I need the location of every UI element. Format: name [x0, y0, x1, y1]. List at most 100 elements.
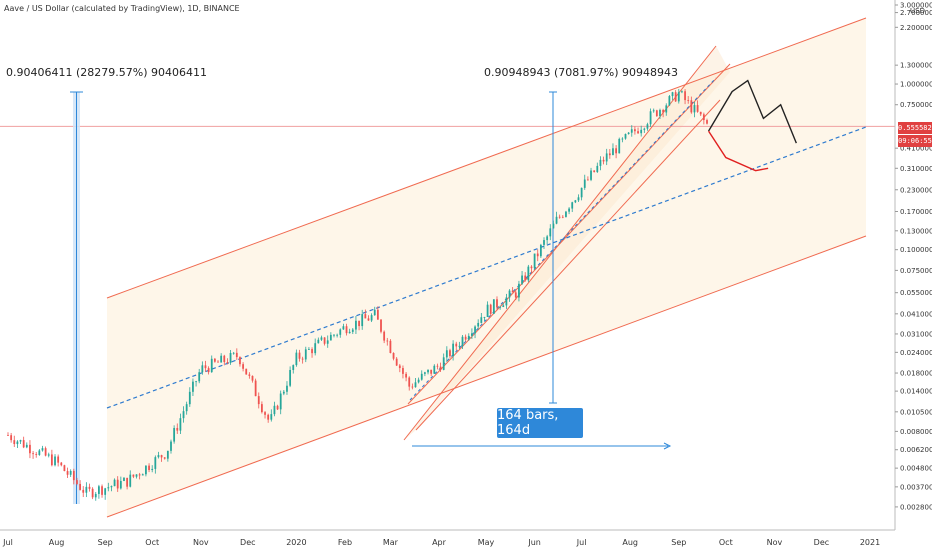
- candle-body: [16, 441, 19, 445]
- candle-body: [320, 337, 323, 340]
- candle-body: [151, 468, 154, 470]
- candle-body: [54, 456, 56, 466]
- candle-body: [135, 474, 138, 477]
- candle-body: [361, 314, 364, 327]
- candle-body: [192, 381, 194, 392]
- candle-body: [72, 470, 75, 481]
- candle-body: [251, 375, 254, 381]
- candle-body: [696, 105, 699, 112]
- candle-body: [471, 333, 473, 336]
- candle-body: [82, 489, 85, 493]
- candle-body: [565, 211, 567, 217]
- candle-body: [232, 352, 235, 354]
- candle-body: [483, 316, 486, 318]
- candle-body: [342, 326, 345, 330]
- candle-body: [474, 326, 476, 334]
- candle-body: [706, 120, 708, 124]
- candle-body: [518, 283, 520, 298]
- candle-body: [621, 138, 624, 140]
- channel-fill: [107, 18, 866, 517]
- candle-body: [436, 365, 439, 367]
- currency-label: USD: [910, 7, 925, 15]
- candle-body: [63, 465, 66, 472]
- candle-body: [176, 427, 179, 431]
- candle-body: [207, 368, 210, 373]
- candle-body: [427, 369, 429, 373]
- candle-body: [326, 340, 329, 344]
- candle-body: [210, 358, 213, 373]
- candle-body: [665, 105, 668, 113]
- y-tick-label: 0.17000000: [900, 208, 932, 216]
- candle-body: [599, 159, 602, 166]
- candle-body: [452, 343, 455, 357]
- countdown-tag: 09:06:55: [898, 135, 932, 147]
- candle-body: [351, 329, 354, 332]
- y-tick-label: 0.04100000: [900, 310, 932, 318]
- candle-body: [596, 165, 599, 172]
- candle-body: [276, 405, 279, 410]
- candle-body: [85, 486, 88, 493]
- candle-body: [317, 339, 320, 344]
- y-tick-label: 0.00480000: [900, 465, 932, 473]
- candle-body: [242, 364, 244, 369]
- candle-body: [373, 309, 376, 316]
- candle-body: [593, 170, 596, 172]
- y-tick-label: 0.31000000: [900, 165, 932, 173]
- y-tick-label: 0.00280000: [900, 503, 932, 511]
- candle-body: [690, 100, 693, 113]
- projection-layer: [707, 79, 797, 172]
- candle-body: [270, 414, 273, 420]
- candle-body: [558, 216, 561, 218]
- candle-body: [129, 474, 132, 487]
- x-tick-label: 2021: [860, 538, 880, 547]
- candle-body: [458, 345, 461, 347]
- candle-body: [267, 414, 270, 420]
- y-tick-label: 0.75000000: [900, 101, 932, 109]
- channel-upper-line: [106, 17, 867, 299]
- candle-body: [643, 128, 646, 130]
- candle-body: [289, 369, 292, 386]
- candle-body: [345, 326, 348, 334]
- y-tick-label: 0.01050000: [900, 408, 932, 416]
- candle-body: [693, 105, 696, 113]
- y-tick-label: 0.10000000: [900, 246, 932, 254]
- y-tick-label: 0.02400000: [900, 349, 932, 357]
- candle-body: [198, 372, 201, 382]
- candle-body: [543, 240, 545, 245]
- candle-body: [392, 352, 395, 359]
- candle-body: [47, 454, 50, 456]
- last-price-tag: 0.55558263: [898, 122, 932, 134]
- candle-body: [411, 386, 414, 388]
- candle-body: [477, 322, 480, 327]
- candle-body: [577, 197, 580, 201]
- candle-body: [254, 380, 257, 397]
- candle-body: [561, 216, 564, 218]
- channel-lower-line: [106, 235, 867, 518]
- candle-body: [32, 453, 34, 455]
- symbol-header: Aave / US Dollar (calculated by TradingV…: [4, 4, 240, 13]
- candle-body: [188, 391, 191, 405]
- candle-body: [257, 396, 260, 405]
- candle-body: [358, 320, 360, 327]
- candle-body: [574, 200, 577, 203]
- candle-body: [571, 202, 574, 209]
- y-tick-label: 0.41000000: [900, 145, 932, 153]
- x-tick-label: Jul: [2, 538, 13, 547]
- candle-body: [364, 314, 367, 319]
- y-tick-label: 0.01400000: [900, 388, 932, 396]
- candle-body: [163, 457, 166, 459]
- candle-body: [44, 448, 47, 456]
- candle-body: [273, 405, 276, 415]
- candle-body: [298, 352, 301, 359]
- candle-body: [19, 440, 22, 442]
- y-tick-label: 2.70000000: [900, 9, 932, 17]
- candle-body: [38, 450, 41, 455]
- y-tick-label: 0.01800000: [900, 370, 932, 378]
- candle-body: [533, 253, 536, 269]
- candle-body: [69, 470, 72, 475]
- x-tick-label: Jun: [527, 538, 541, 547]
- measure-right-label: 0.90948943 (7081.97%) 90948943: [484, 66, 678, 79]
- candle-body: [433, 365, 436, 374]
- candle-body: [292, 365, 295, 370]
